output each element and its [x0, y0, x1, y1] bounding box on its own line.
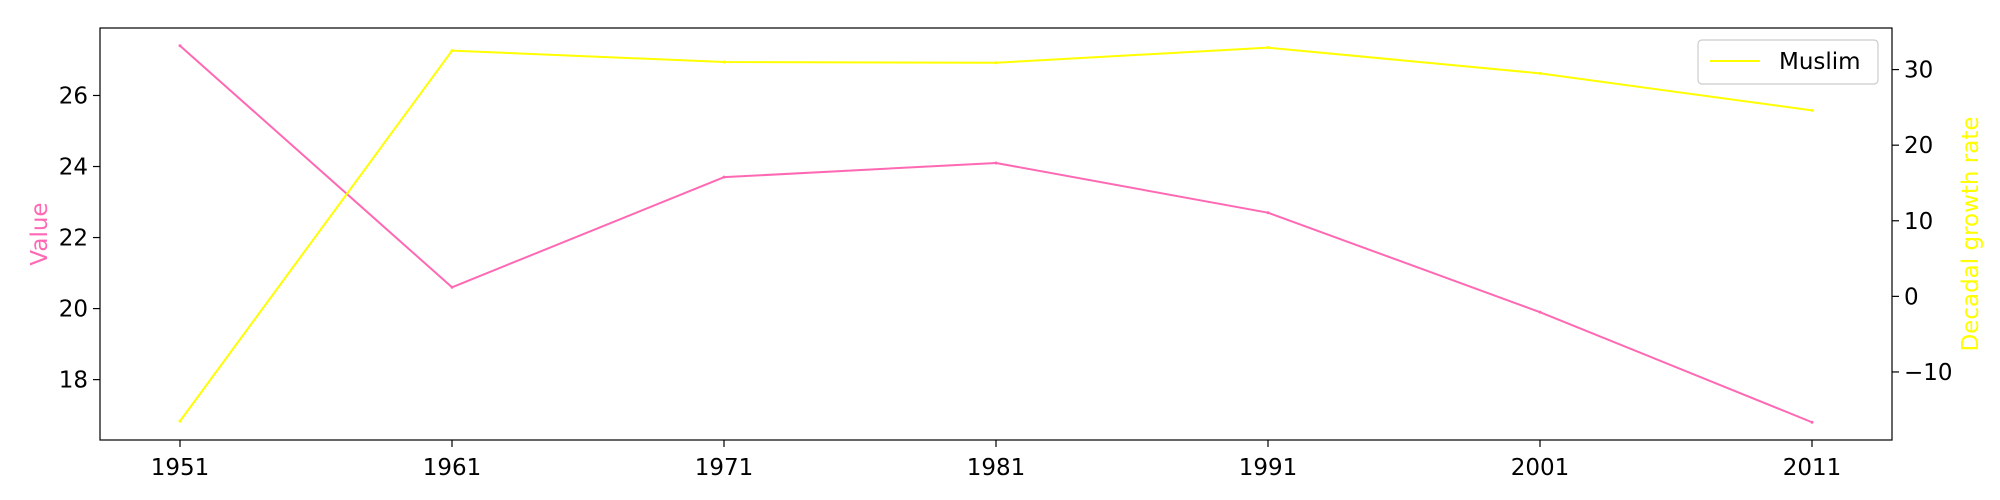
data-point-muslim: [450, 49, 454, 53]
left-y-tick-label: 26: [59, 83, 88, 109]
data-point-value: [1266, 211, 1270, 215]
right-y-tick-label: 0: [1904, 284, 1919, 310]
legend: Muslim: [1697, 39, 1879, 85]
data-point-muslim: [1266, 46, 1270, 50]
data-point-muslim: [722, 60, 726, 64]
series-line-muslim: [179, 46, 1813, 422]
x-tick-label: 2011: [1783, 455, 1842, 481]
left-y-tick-label: 20: [59, 297, 88, 323]
right-y-tick-label: 20: [1904, 133, 1933, 159]
left-y-tick-label: 24: [59, 155, 88, 181]
series-layer: [178, 44, 1814, 424]
data-point-muslim: [1810, 108, 1814, 112]
data-point-value: [1810, 420, 1814, 424]
right-y-tick-label: −10: [1904, 360, 1953, 386]
left-y-axis-title: Value: [27, 202, 53, 265]
data-point-value: [178, 44, 182, 48]
data-point-value: [450, 285, 454, 289]
x-tick-label: 1981: [967, 455, 1026, 481]
data-point-muslim: [178, 419, 182, 423]
right-y-axis-title: Decadal growth rate: [1958, 116, 1984, 351]
x-tick-label: 1991: [1239, 455, 1298, 481]
left-y-tick-label: 22: [59, 226, 88, 252]
data-point-muslim: [1538, 71, 1542, 75]
x-tick-label: 1951: [151, 455, 210, 481]
series-line-value: [179, 45, 1813, 424]
x-tick-label: 1971: [695, 455, 754, 481]
legend-box: [1697, 39, 1879, 85]
legend-label-muslim: Muslim: [1779, 49, 1861, 75]
plot-area-frame: [99, 27, 1893, 441]
data-point-muslim: [994, 61, 998, 65]
right-y-tick-label: 10: [1904, 209, 1933, 235]
x-tick-label: 2001: [1511, 455, 1570, 481]
right-y-axis: −10 0 10 20 30: [1892, 58, 1953, 386]
data-point-value: [994, 161, 998, 165]
right-y-tick-label: 30: [1904, 58, 1933, 84]
x-tick-label: 1961: [423, 455, 482, 481]
data-point-value: [1538, 310, 1542, 314]
data-point-value: [722, 175, 726, 179]
x-axis: 1951 1961 1971 1981 1991 2001 2011: [151, 440, 1842, 481]
left-y-tick-label: 18: [59, 368, 88, 394]
left-y-axis: 18 20 22 24 26: [59, 83, 100, 394]
